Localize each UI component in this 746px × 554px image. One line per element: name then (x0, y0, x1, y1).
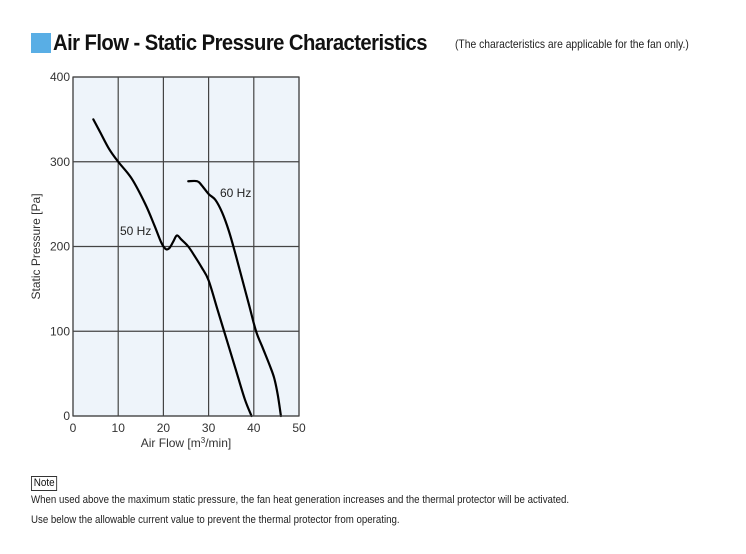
title-accent-square-icon (31, 33, 51, 53)
series-label-60-hz: 60 Hz (220, 186, 251, 200)
x-tick-label: 40 (247, 421, 261, 435)
chart-subtitle: (The characteristics are applicable for … (455, 37, 689, 51)
chart-title-row: Air Flow - Static Pressure Characteristi… (31, 29, 459, 55)
y-tick-label: 200 (50, 240, 70, 254)
series-label-50-hz: 50 Hz (120, 224, 151, 238)
y-tick-label: 400 (50, 70, 70, 84)
chart-svg: 0 10 20 30 40 50 0 100 200 300 400 Static Pressure … (29, 70, 306, 450)
x-tick-label: 30 (202, 421, 216, 435)
y-tick-label: 300 (50, 155, 70, 169)
note-line-2: Use below the allowable current value to… (31, 514, 400, 526)
series-line-50-hz (92, 118, 253, 418)
x-tick-label: 50 (292, 421, 306, 435)
y-axis-label: Static Pressure [Pa] (29, 193, 43, 299)
note-line-1: When used above the maximum static press… (31, 494, 570, 506)
y-tick-label: 100 (50, 324, 70, 338)
series-line-60-hz (187, 179, 283, 418)
x-tick-label: 20 (157, 421, 171, 435)
chart-title: Air Flow - Static Pressure Characteristi… (53, 30, 427, 55)
y-tick-label: 0 (63, 409, 70, 423)
x-axis-label: Air Flow [m3/min] (141, 436, 231, 450)
x-tick-label: 10 (112, 421, 126, 435)
plot-border (72, 76, 300, 417)
note-label: Note (31, 476, 58, 491)
x-tick-label: 0 (70, 421, 77, 435)
